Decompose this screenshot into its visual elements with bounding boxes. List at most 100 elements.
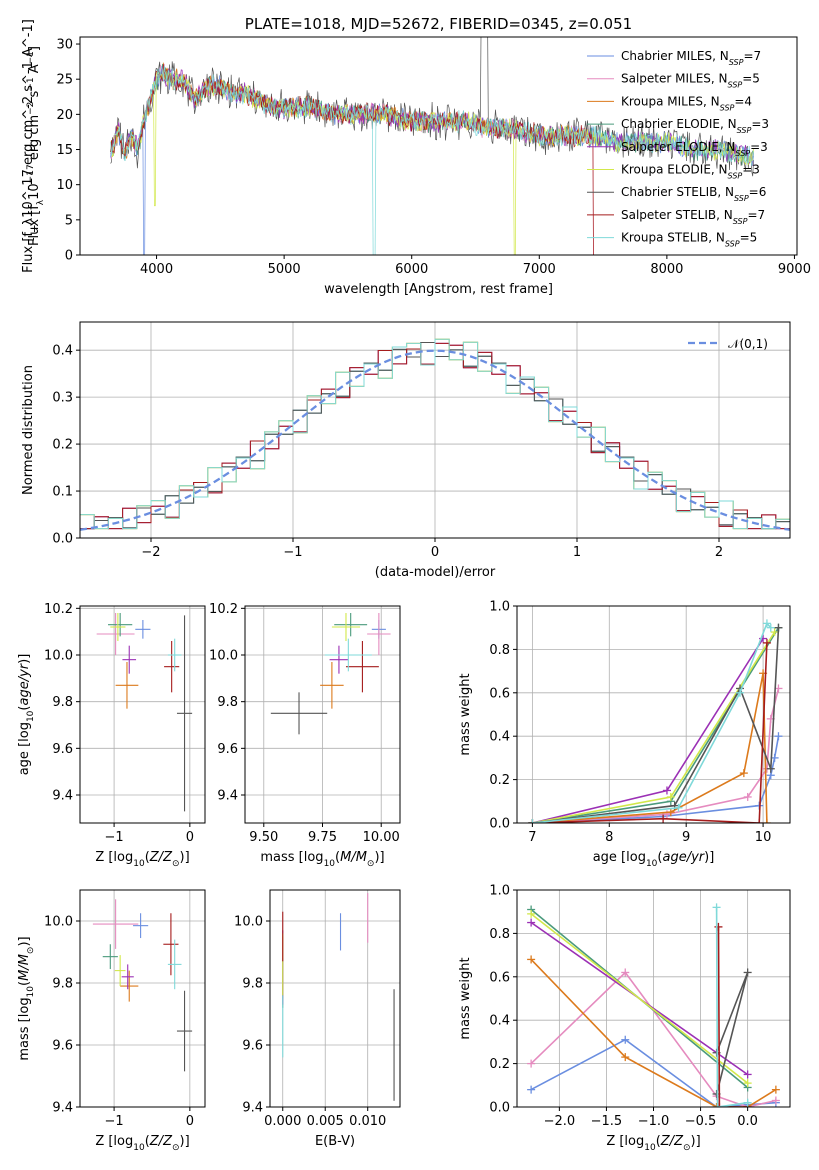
y-tick-label: 0.1 xyxy=(52,485,73,500)
plus-marker xyxy=(762,619,771,628)
y-tick-label: 9.8 xyxy=(52,977,73,992)
y-tick-label: 15 xyxy=(56,143,73,158)
plus-marker xyxy=(743,1098,752,1107)
plus-marker xyxy=(621,968,630,977)
axes-frame xyxy=(269,889,401,1108)
y-tick-label: 0.2 xyxy=(489,1057,510,1072)
plus-marker xyxy=(666,808,675,817)
panel-spectrum: 4000 5000 6000 7000 8000 9000 0 5 10 15 20 25 30 wave… xyxy=(21,15,811,297)
plus-marker xyxy=(528,819,537,823)
errorbar-point-1 xyxy=(92,899,139,949)
y-tick-label: 10 xyxy=(56,178,73,193)
errorbar-point-3 xyxy=(108,613,133,637)
y-axis-label: Normed distribution xyxy=(21,365,36,495)
x-tick-label: 4000 xyxy=(140,262,173,277)
y-tick-label: 10.2 xyxy=(209,602,238,617)
y-tick-label: 0.4 xyxy=(52,344,73,359)
x-tick-label: 1 xyxy=(573,545,581,560)
legend-entry: Chabrier STELIB, NSSP=6 xyxy=(621,185,766,203)
errorbar-point-7 xyxy=(164,641,180,693)
y-tick-label: 1.0 xyxy=(489,884,510,899)
x-tick-label: 0.005 xyxy=(307,1114,344,1129)
x-axis-label: wavelength [Angstrom, rest frame] xyxy=(324,282,553,297)
plus-marker xyxy=(743,792,752,801)
plot-area xyxy=(527,903,780,1107)
y-tick-label: 0.8 xyxy=(489,643,510,658)
panel-mass_weight_vs_z: −2.0 −1.5 −1.0 −0.5 0.0 0.0 0.2 0.4 0.6 0.8 1.0 Z [… xyxy=(458,884,791,1153)
axes-frame xyxy=(79,36,798,256)
x-tick-label: −0.5 xyxy=(685,1114,717,1129)
y-tick-label: 30 xyxy=(56,38,73,53)
plus-marker xyxy=(774,623,783,632)
plus-marker xyxy=(621,1035,630,1044)
panel-age_vs_z: −1 0 9.4 9.6 9.8 10.0 10.2 Z [log10(Z/Z⊙)] age [… xyxy=(17,602,206,869)
y-tick-label: 9.8 xyxy=(242,977,263,992)
errorbar-point-8 xyxy=(324,638,372,672)
y-tick-label: 0.6 xyxy=(489,970,510,985)
grid-lines xyxy=(270,890,400,1108)
y-tick-label: 0 xyxy=(65,249,73,264)
panel-mass_vs_z: −1 0 9.4 9.6 9.8 10.0 Z [log10(Z/Z⊙)] mass [log… xyxy=(17,889,206,1153)
histogram-8 xyxy=(80,338,790,530)
x-tick-label: 8000 xyxy=(650,262,683,277)
errorbar-point-4 xyxy=(122,645,137,674)
x-tick-label: 0.010 xyxy=(349,1114,386,1129)
y-tick-label: 10.0 xyxy=(234,915,263,930)
plus-marker xyxy=(771,1085,780,1094)
y-tick-label: 10.2 xyxy=(44,602,73,617)
spectrum-line-7 xyxy=(110,64,594,255)
plus-marker xyxy=(766,764,775,773)
errorbar-point-2 xyxy=(115,662,139,709)
x-tick-label: 0.0 xyxy=(737,1114,758,1129)
y-tick-label: 0.2 xyxy=(489,773,510,788)
x-tick-label: 8 xyxy=(605,830,613,845)
x-tick-label: 10.00 xyxy=(363,830,400,845)
plus-marker xyxy=(736,688,745,697)
errorbar-point-5 xyxy=(110,613,126,641)
x-tick-label: 9 xyxy=(682,830,690,845)
plot-area xyxy=(528,619,783,823)
plot-area xyxy=(96,613,193,812)
axes-frame xyxy=(516,605,791,824)
errorbar-point-4 xyxy=(329,645,349,674)
y-tick-label: 9.4 xyxy=(52,789,73,804)
errorbar-point-6 xyxy=(270,692,328,735)
axes-frame xyxy=(244,605,401,824)
errorbar-point-7 xyxy=(345,641,379,693)
legend-entry: Chabrier ELODIE, NSSP=3 xyxy=(621,117,769,135)
errorbar-point-2 xyxy=(320,662,344,709)
plus-marker xyxy=(713,1103,722,1107)
x-tick-label: −1 xyxy=(105,1114,124,1129)
y-tick-label: 0.3 xyxy=(52,391,73,406)
y-axis-label: mass weight xyxy=(458,957,473,1039)
x-tick-label: 9.50 xyxy=(249,830,278,845)
errorbar-point-1 xyxy=(96,613,135,655)
legend-entry: Kroupa ELODIE, NSSP=3 xyxy=(621,163,760,181)
plus-marker xyxy=(527,909,536,918)
y-tick-label: 9.8 xyxy=(52,695,73,710)
plot-area xyxy=(92,899,193,1072)
y-tick-label: 20 xyxy=(56,108,73,123)
x-tick-label: −1.5 xyxy=(591,1114,623,1129)
y-tick-label: 9.4 xyxy=(217,789,238,804)
errorbar-point-6 xyxy=(176,615,193,812)
y-tick-label: 0.0 xyxy=(489,817,510,832)
plus-marker xyxy=(739,769,748,778)
errorbar-point-5 xyxy=(114,955,126,987)
mass-weight-line-7 xyxy=(717,926,748,1107)
legend-entry: 𝒩(0,1) xyxy=(728,337,768,351)
x-tick-label: −1 xyxy=(105,830,124,845)
y-tick-label: 10.0 xyxy=(44,649,73,664)
plus-marker xyxy=(527,1085,536,1094)
y-tick-label: 9.6 xyxy=(217,742,238,757)
x-tick-label: 5000 xyxy=(268,262,301,277)
y-tick-label: 10.0 xyxy=(44,915,73,930)
spectrum-line-8 xyxy=(110,65,754,255)
axes-frame xyxy=(79,889,206,1108)
grid-lines xyxy=(245,606,400,823)
x-tick-label: 7 xyxy=(528,830,536,845)
plus-marker xyxy=(743,1079,752,1088)
errorbar-point-5 xyxy=(331,613,361,641)
y-tick-label: 25 xyxy=(56,73,73,88)
x-tick-label: 0.000 xyxy=(264,1114,301,1129)
